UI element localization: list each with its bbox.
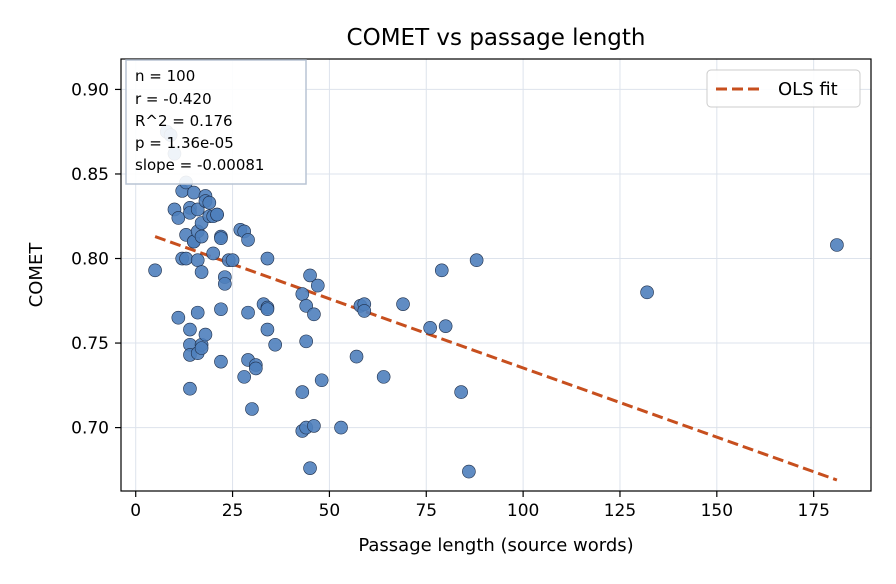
scatter-point — [194, 265, 209, 279]
scatter-point — [260, 302, 275, 317]
y-tick-label: 0.85 — [71, 165, 109, 185]
scatter-point — [314, 373, 329, 388]
y-tick-label: 0.90 — [71, 80, 109, 100]
scatter-point — [190, 253, 205, 268]
grid — [121, 59, 871, 491]
scatter-point — [469, 253, 484, 268]
scatter-point — [218, 277, 232, 291]
x-tick-label: 125 — [604, 501, 636, 521]
y-axis-label: COMET — [26, 242, 47, 308]
scatter-point — [179, 251, 193, 266]
scatter-point — [640, 285, 654, 300]
x-axis-ticks: 0 25 50 75 100 125 150 175 — [130, 491, 830, 521]
scatter-point — [438, 319, 453, 333]
scatter-point — [194, 341, 209, 355]
scatter-point — [434, 263, 449, 278]
scatter-point — [245, 402, 259, 416]
stats-line: n = 100 — [135, 67, 195, 85]
scatter-point — [214, 302, 228, 317]
scatter-point — [171, 310, 186, 325]
scatter-point — [268, 337, 282, 352]
scatter-point — [183, 381, 197, 396]
x-tick-label: 150 — [701, 501, 733, 521]
x-tick-label: 25 — [222, 501, 244, 521]
scatter-point — [187, 185, 201, 200]
y-tick-label: 0.80 — [71, 250, 109, 270]
x-axis-label: Passage length (source words) — [358, 535, 633, 556]
legend-frame — [706, 69, 861, 108]
x-tick-label: 0 — [130, 501, 141, 521]
scatter-point — [148, 263, 162, 278]
scatter-point — [299, 334, 313, 349]
scatter-point — [241, 233, 255, 247]
scatter-point — [454, 385, 468, 399]
scatter-point — [183, 322, 197, 337]
scatter-point — [349, 349, 364, 364]
stats-box: n = 100 r = -0.420 R^2 = 0.176 p = 1.36e… — [125, 59, 307, 185]
plot-frame — [120, 58, 872, 492]
scatter-point — [171, 211, 186, 225]
scatter-point — [310, 278, 325, 293]
scatter-point — [462, 464, 476, 479]
scatter-point — [190, 202, 205, 217]
x-tick-label: 75 — [415, 501, 437, 521]
scatter-point — [303, 461, 317, 475]
scatter-point — [307, 419, 321, 433]
scatter-point — [295, 385, 310, 399]
scatter-point — [241, 305, 255, 320]
scatter-point — [423, 321, 437, 335]
scatter-point — [260, 322, 275, 337]
scatter-point — [830, 238, 844, 252]
scatter-point — [295, 287, 310, 301]
scatter-point — [225, 253, 240, 268]
y-tick-label: 0.75 — [71, 334, 109, 354]
scatter-point — [237, 370, 251, 384]
stats-box-frame — [125, 59, 307, 185]
stats-line: r = -0.420 — [135, 90, 212, 108]
legend: OLS fit — [706, 69, 861, 108]
scatter-point — [202, 195, 217, 210]
scatter-point — [190, 305, 205, 320]
scatter-point — [194, 229, 209, 244]
scatter-point — [249, 361, 263, 376]
ols-fit-line — [154, 235, 838, 482]
scatter-point — [299, 299, 313, 313]
stats-line: R^2 = 0.176 — [135, 112, 233, 130]
scatter-point — [334, 420, 348, 435]
stats-line: slope = -0.00081 — [135, 156, 264, 174]
scatter-point — [214, 231, 228, 246]
scatter-point — [214, 354, 228, 369]
scatter-point — [307, 307, 321, 322]
x-tick-label: 50 — [319, 501, 341, 521]
y-tick-label: 0.70 — [71, 419, 109, 439]
x-tick-label: 175 — [797, 501, 829, 521]
scatter-point — [206, 246, 221, 261]
stats-line: p = 1.36e-05 — [135, 134, 234, 152]
chart-title: COMET vs passage length — [347, 25, 646, 51]
scatter-point — [198, 327, 213, 342]
scatter-point — [396, 297, 410, 311]
y-axis-ticks: 0.70 0.75 0.80 0.85 0.90 — [71, 80, 121, 439]
scatter-point — [210, 207, 224, 222]
scatter-point — [357, 304, 372, 318]
legend-ols-fit-label: OLS fit — [778, 79, 838, 100]
scatter-point — [260, 251, 275, 266]
ols-fit-layer — [154, 235, 838, 482]
scatter-point — [303, 268, 317, 283]
scatter-point — [376, 370, 391, 384]
x-tick-label: 100 — [507, 501, 539, 521]
